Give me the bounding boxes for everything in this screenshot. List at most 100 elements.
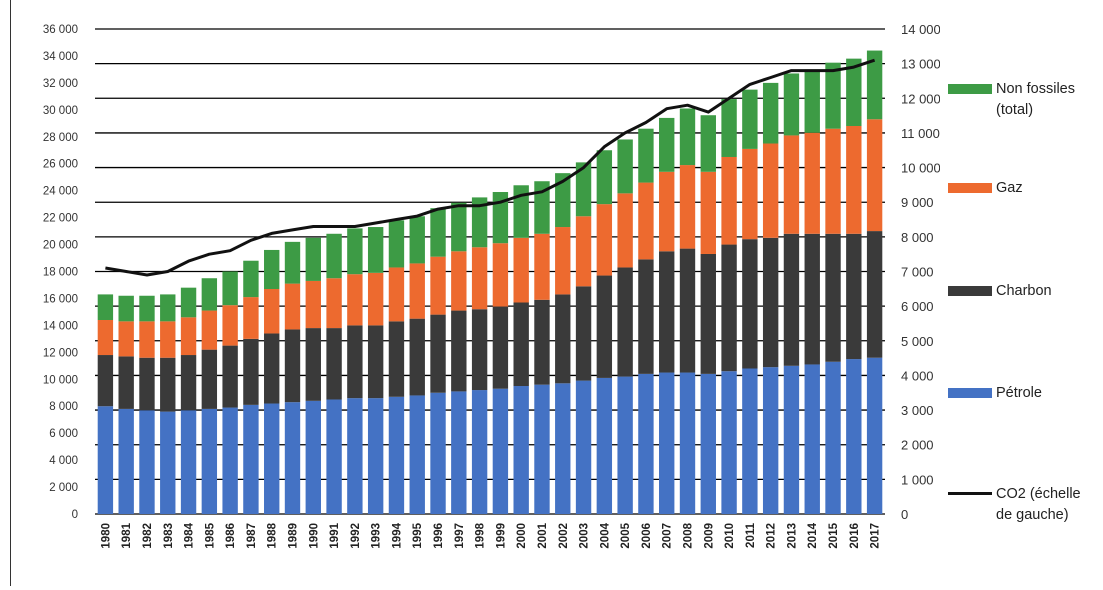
right-tick-label: 4 000	[901, 368, 934, 383]
bar-p-trole-1990	[305, 400, 321, 514]
left-tick-label: 18 000	[43, 267, 78, 279]
bar-non-fossiles-total-2015	[825, 62, 841, 129]
left-tick-label: 28 000	[43, 132, 78, 144]
bar-non-fossiles-total-1988	[264, 249, 280, 290]
bar-p-trole-1997	[451, 391, 467, 514]
x-tick-label: 1992	[350, 523, 362, 549]
x-tick-label: 2007	[662, 523, 674, 549]
x-tick-label: 1984	[184, 522, 196, 548]
bar-non-fossiles-total-1986	[222, 271, 238, 306]
bar-non-fossiles-total-2014	[804, 69, 820, 133]
legend-swatch-non-fossiles	[948, 84, 992, 94]
bar-p-trole-1994	[388, 396, 405, 514]
bar-charbon-1988	[264, 333, 280, 404]
bar-p-trole-2011	[742, 368, 758, 514]
right-tick-label: 6 000	[901, 299, 934, 314]
x-tick-label: 1983	[163, 523, 175, 549]
x-tick-label: 2016	[849, 523, 861, 549]
bar-gaz-1983	[160, 321, 176, 358]
bar-non-fossiles-total-2009	[700, 115, 716, 172]
x-tick-label: 1999	[495, 523, 507, 549]
bar-p-trole-2003	[575, 380, 592, 514]
frame-border	[10, 0, 11, 586]
right-tick-label: 8 000	[901, 230, 934, 245]
bar-p-trole-2010	[721, 371, 737, 514]
bar-charbon-2011	[742, 239, 758, 369]
bar-non-fossiles-total-1983	[160, 294, 176, 322]
bar-p-trole-2012	[762, 367, 779, 514]
bar-gaz-1982	[139, 321, 155, 358]
legend-item-co2: CO2 (échelle de gauche)	[948, 484, 1096, 526]
legend-item-gaz: Gaz	[948, 178, 1096, 199]
x-tick-label: 2004	[599, 522, 611, 548]
bar-p-trole-2017	[866, 357, 883, 514]
bar-gaz-1981	[118, 321, 134, 357]
legend-label-charbon: Charbon	[996, 283, 1052, 299]
bar-p-trole-2002	[555, 383, 571, 514]
left-tick-label: 16 000	[43, 293, 78, 305]
bar-charbon-1989	[284, 329, 301, 403]
x-tick-label: 1980	[100, 523, 112, 549]
bar-charbon-1990	[305, 328, 321, 401]
bar-charbon-1991	[326, 328, 342, 400]
right-tick-label: 11 000	[901, 126, 940, 141]
bar-p-trole-1989	[284, 402, 301, 514]
x-tick-label: 2015	[828, 522, 840, 548]
right-tick-label: 13 000	[901, 57, 940, 72]
legend-label-gaz: Gaz	[996, 180, 1023, 196]
bar-gaz-2000	[513, 237, 529, 303]
bar-charbon-2004	[596, 275, 613, 378]
bar-gaz-1999	[492, 243, 509, 307]
x-tick-label: 2012	[766, 523, 778, 549]
bar-non-fossiles-total-1998	[471, 197, 488, 248]
bar-p-trole-2007	[659, 372, 675, 514]
bar-gaz-2012	[762, 143, 779, 238]
x-tick-label: 1981	[121, 522, 133, 548]
bar-charbon-2005	[617, 267, 633, 377]
bar-p-trole-1986	[222, 407, 238, 514]
bar-charbon-2013	[783, 233, 800, 366]
bar-non-fossiles-total-1985	[201, 278, 218, 311]
right-tick-label: 1 000	[901, 472, 934, 487]
bar-charbon-2016	[846, 233, 862, 360]
bar-non-fossiles-total-2006	[638, 128, 654, 183]
x-tick-label: 1987	[246, 523, 258, 549]
bar-non-fossiles-total-1993	[367, 227, 384, 273]
bar-p-trole-1996	[430, 392, 446, 514]
bar-gaz-2017	[866, 119, 883, 232]
bar-gaz-1992	[347, 274, 363, 326]
bar-charbon-2002	[555, 294, 571, 384]
legend-label-co2: CO2 (échelle de gauche)	[996, 486, 1081, 523]
left-tick-label: 26 000	[43, 159, 78, 171]
bar-p-trole-1995	[409, 395, 425, 514]
bar-p-trole-2016	[846, 359, 862, 514]
bar-gaz-1995	[409, 263, 425, 319]
right-tick-label: 0	[901, 507, 908, 522]
x-tick-label: 2005	[620, 522, 632, 548]
x-tick-label: 1985	[204, 522, 216, 548]
bar-non-fossiles-total-2004	[596, 150, 613, 205]
left-tick-label: 32 000	[43, 78, 78, 90]
bar-gaz-1996	[430, 256, 446, 315]
left-tick-label: 30 000	[43, 105, 78, 117]
bar-non-fossiles-total-2017	[866, 50, 883, 120]
bar-non-fossiles-total-1982	[139, 295, 155, 322]
bar-series	[97, 50, 883, 514]
bar-gaz-2008	[679, 165, 696, 249]
bar-non-fossiles-total-2007	[659, 117, 675, 172]
bar-non-fossiles-total-1994	[388, 220, 405, 268]
bar-charbon-1998	[471, 309, 488, 391]
legend-item-non-fossiles: Non fossiles (total)	[948, 79, 1096, 121]
bar-p-trole-1983	[160, 411, 176, 514]
x-tick-label: 2001	[537, 522, 549, 548]
bar-non-fossiles-total-2013	[783, 73, 800, 136]
co2-line-path	[105, 58, 876, 277]
bar-gaz-2003	[575, 216, 592, 287]
bar-charbon-1993	[367, 325, 384, 399]
bar-charbon-2000	[513, 302, 529, 387]
x-tick-label: 2009	[703, 523, 715, 549]
bar-charbon-1986	[222, 345, 238, 408]
x-tick-label: 1991	[329, 522, 341, 548]
bar-non-fossiles-total-2010	[721, 99, 737, 157]
bar-non-fossiles-total-1990	[305, 237, 321, 281]
